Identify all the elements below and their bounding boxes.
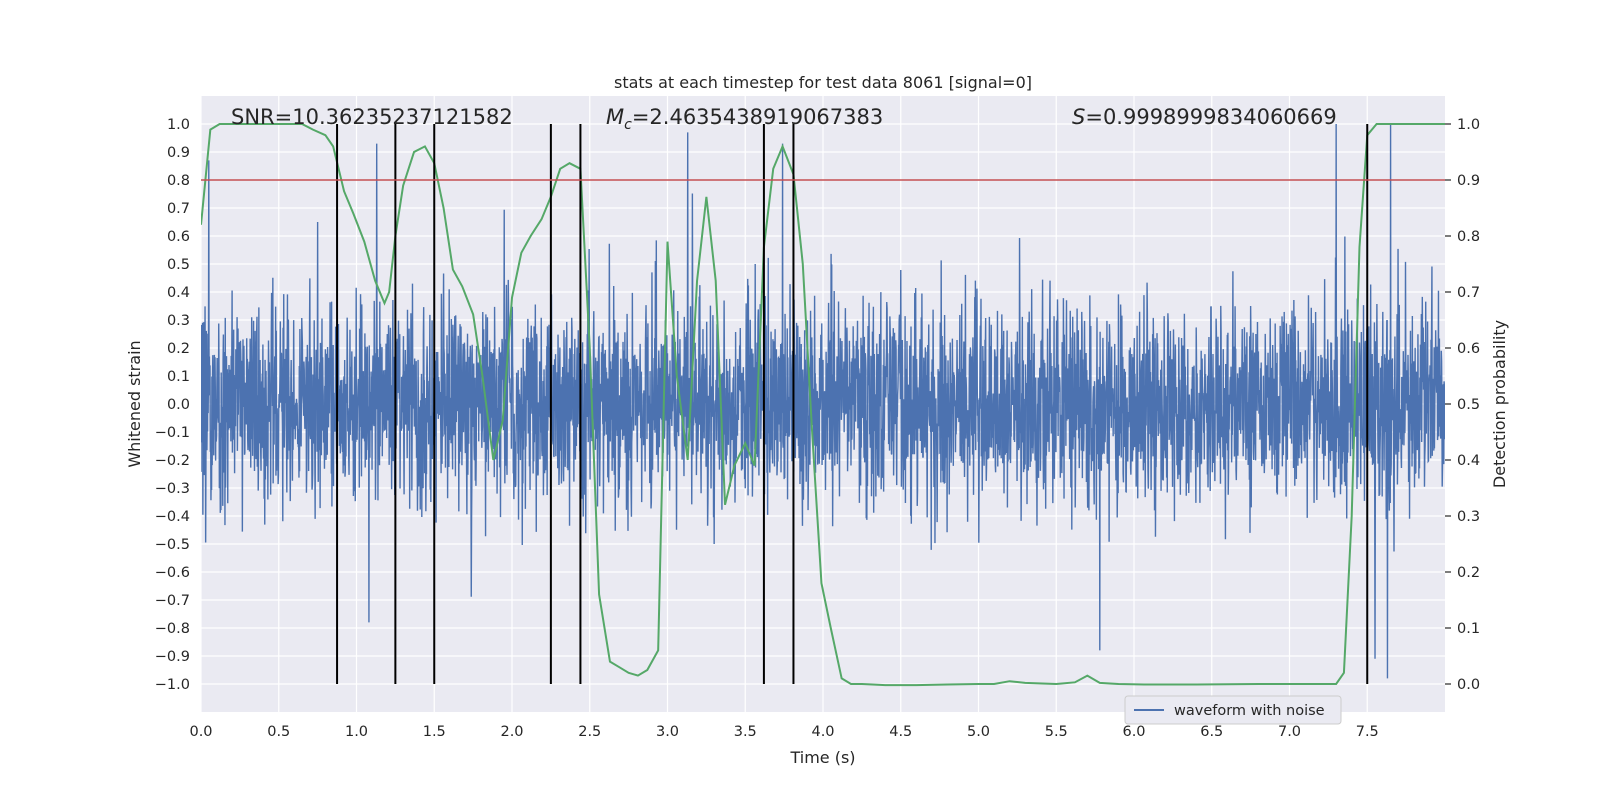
y2-tick-label: 0.8 bbox=[1457, 229, 1480, 245]
vertical-markers bbox=[336, 124, 1369, 684]
y2-ticks: 0.0 0.1 0.2 0.3 0.4 0.5 0.6 0.7 0.8 0.9 1.0 bbox=[1445, 117, 1480, 693]
y2-tick-label: 0.6 bbox=[1457, 341, 1480, 357]
legend-entry-waveform: waveform with noise bbox=[1174, 703, 1325, 719]
y-tick-label: 0.1 bbox=[167, 369, 190, 385]
y-tick-label: −0.6 bbox=[155, 565, 190, 581]
x-tick-label: 1.0 bbox=[345, 724, 368, 740]
y-tick-label: 0.7 bbox=[167, 201, 190, 217]
x-tick-label: 1.5 bbox=[423, 724, 446, 740]
x-tick-label: 5.0 bbox=[967, 724, 990, 740]
x-axis-label: Time (s) bbox=[789, 748, 855, 767]
x-tick-label: 6.0 bbox=[1122, 724, 1145, 740]
waveform-trace bbox=[201, 123, 1445, 679]
y-tick-label: −0.7 bbox=[155, 593, 190, 609]
y-tick-label: 0.6 bbox=[167, 229, 190, 245]
y2-tick-label: 0.9 bbox=[1457, 173, 1480, 189]
chirp-mass-annotation: Mc=2.4635438919067383 bbox=[606, 105, 883, 133]
y-tick-label: −0.2 bbox=[155, 453, 190, 469]
y2-tick-label: 0.2 bbox=[1457, 565, 1480, 581]
y-tick-label: 0.3 bbox=[167, 313, 190, 329]
y-tick-label: −0.1 bbox=[155, 425, 190, 441]
snr-annotation: SNR=10.36235237121582 bbox=[231, 105, 513, 129]
legend-box bbox=[1124, 695, 1342, 725]
chirp-mass-subscript: c bbox=[624, 117, 632, 133]
y-tick-label: −0.5 bbox=[155, 537, 190, 553]
score-symbol: S bbox=[1072, 105, 1085, 129]
probability-line bbox=[201, 123, 1445, 687]
x-tick-label: 3.0 bbox=[656, 724, 679, 740]
chirp-mass-value: =2.4635438919067383 bbox=[632, 105, 883, 129]
y-tick-label: −0.9 bbox=[155, 649, 190, 665]
score-value: =0.9998999834060669 bbox=[1085, 105, 1336, 129]
y-axis-label: Whitened strain bbox=[125, 340, 144, 467]
x-tick-label: 7.5 bbox=[1356, 724, 1379, 740]
y2-axis-label: Detection probability bbox=[1490, 320, 1509, 488]
y2-tick-label: 0.0 bbox=[1457, 677, 1480, 693]
y-tick-label: −1.0 bbox=[155, 677, 190, 693]
x-tick-label: 6.5 bbox=[1200, 724, 1223, 740]
x-tick-label: 3.5 bbox=[734, 724, 757, 740]
y2-tick-label: 0.7 bbox=[1457, 285, 1480, 301]
x-tick-label: 2.0 bbox=[500, 724, 523, 740]
y-tick-label: 0.4 bbox=[167, 285, 190, 301]
y2-tick-label: 0.3 bbox=[1457, 509, 1480, 525]
x-tick-label: 2.5 bbox=[578, 724, 601, 740]
y-tick-label: 0.9 bbox=[167, 145, 190, 161]
chirp-mass-symbol: M bbox=[606, 105, 624, 129]
chart-title: stats at each timestep for test data 806… bbox=[614, 73, 1032, 92]
x-tick-label: 5.5 bbox=[1045, 724, 1068, 740]
y2-tick-label: 0.4 bbox=[1457, 453, 1480, 469]
y-tick-label: −0.8 bbox=[155, 621, 190, 637]
y-tick-label: −0.3 bbox=[155, 481, 190, 497]
y-tick-label: 0.8 bbox=[167, 173, 190, 189]
y-tick-label: 0.5 bbox=[167, 257, 190, 273]
waveform-series bbox=[201, 123, 1445, 679]
y-tick-label: 1.0 bbox=[167, 117, 190, 133]
y2-tick-label: 0.1 bbox=[1457, 621, 1480, 637]
x-tick-label: 0.5 bbox=[267, 724, 290, 740]
y-ticks: −1.0 −0.9 −0.8 −0.7 −0.6 −0.5 −0.4 −0.3 −0.2 −0.1… bbox=[155, 117, 190, 693]
y2-tick-label: 1.0 bbox=[1457, 117, 1480, 133]
y-tick-label: −0.4 bbox=[155, 509, 190, 525]
x-tick-label: 4.0 bbox=[811, 724, 834, 740]
y2-tick-label: 0.5 bbox=[1457, 397, 1480, 413]
x-tick-label: 0.0 bbox=[189, 724, 212, 740]
x-tick-label: 7.0 bbox=[1278, 724, 1301, 740]
y-tick-label: 0.0 bbox=[167, 397, 190, 413]
x-tick-label: 4.5 bbox=[889, 724, 912, 740]
y-tick-label: 0.2 bbox=[167, 341, 190, 357]
legend: waveform with noise bbox=[1124, 695, 1342, 725]
x-ticks: 0.0 0.5 1.0 1.5 2.0 2.5 3.0 3.5 4.0 4.5 5.0 5.5 6.0 6… bbox=[189, 724, 1378, 740]
score-annotation: S=0.9998999834060669 bbox=[1072, 105, 1337, 129]
